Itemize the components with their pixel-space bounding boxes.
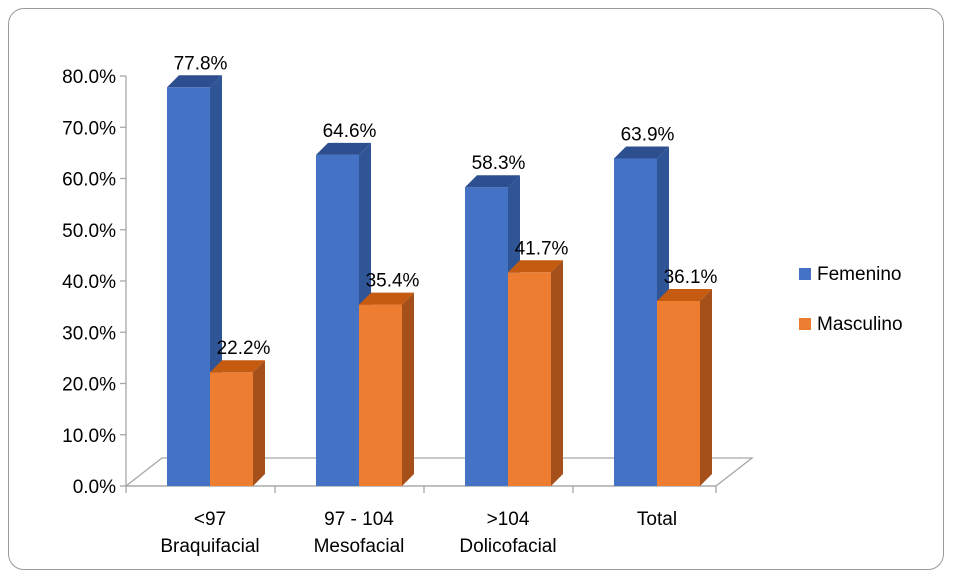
y-tick-label: 10.0% (62, 426, 116, 447)
y-tick-label: 80.0% (62, 67, 116, 88)
bar-femenino (167, 87, 210, 487)
x-tick-label: Braquifacial (160, 536, 259, 557)
bar-top-masculino (210, 360, 265, 373)
x-tick-label: >104 (487, 509, 530, 530)
bar-side-masculino (402, 292, 414, 486)
legend-swatch-femenino (799, 268, 811, 280)
y-tick-label: 70.0% (62, 118, 116, 139)
bar-femenino (465, 187, 508, 486)
bar-femenino (316, 154, 359, 487)
data-label: 58.3% (472, 153, 526, 174)
bar-top-femenino (316, 142, 371, 155)
bar-masculino (210, 372, 253, 486)
data-label: 63.9% (621, 125, 675, 146)
bar-masculino (508, 272, 551, 486)
legend-label-femenino: Femenino (817, 264, 902, 285)
bar-top-femenino (614, 146, 669, 159)
x-tick-label: <97 (194, 509, 226, 530)
data-label: 36.1% (664, 267, 718, 288)
legend-label-masculino: Masculino (817, 314, 903, 335)
legend-swatch-masculino (799, 318, 811, 330)
x-tick-label: 97 - 104 (324, 509, 394, 530)
y-tick-label: 50.0% (62, 221, 116, 242)
bar-top-masculino (657, 288, 712, 301)
data-label: 35.4% (366, 271, 420, 292)
bar-side-masculino (253, 360, 265, 486)
bar-top-masculino (359, 292, 414, 305)
bar-top-masculino (508, 260, 563, 273)
bar-side-masculino (700, 288, 712, 486)
y-tick-label: 30.0% (62, 323, 116, 344)
data-label: 77.8% (174, 53, 228, 74)
bar-masculino (657, 300, 700, 486)
y-tick-label: 0.0% (73, 477, 116, 498)
y-tick-label: 20.0% (62, 375, 116, 396)
bar-top-femenino (167, 75, 222, 88)
x-tick-label: Dolicofacial (459, 536, 556, 557)
data-label: 64.6% (323, 121, 377, 142)
bar-side-masculino (551, 260, 563, 486)
y-tick-label: 40.0% (62, 272, 116, 293)
x-tick-label: Total (637, 509, 677, 530)
x-tick-label: Mesofacial (314, 536, 405, 557)
data-label: 41.7% (515, 238, 569, 259)
bar-femenino (614, 158, 657, 486)
data-label: 22.2% (217, 338, 271, 359)
bar-top-femenino (465, 175, 520, 188)
y-tick-label: 60.0% (62, 170, 116, 191)
bar-masculino (359, 304, 402, 486)
